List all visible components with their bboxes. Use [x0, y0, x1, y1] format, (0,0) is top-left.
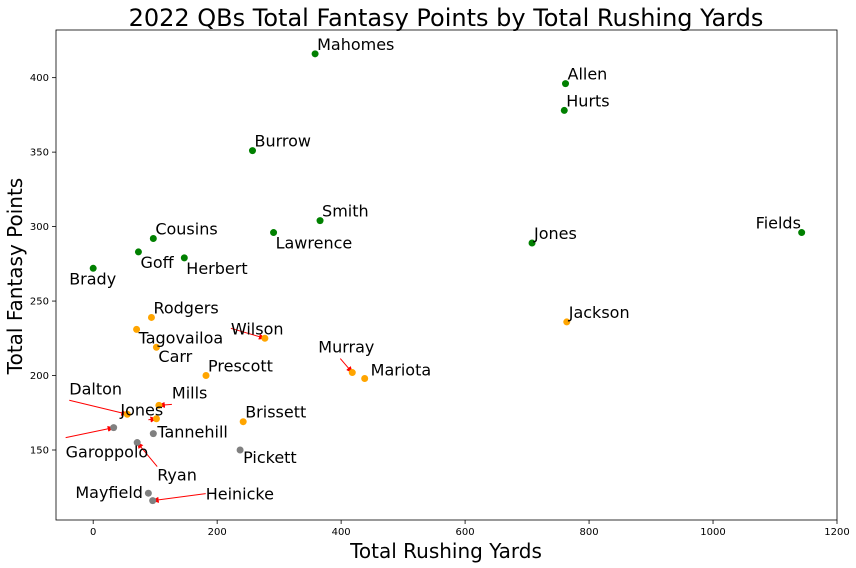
point-label: Wilson — [231, 319, 284, 338]
point-label: Rodgers — [153, 298, 218, 317]
point-label: Herbert — [186, 259, 247, 278]
x-axis-title: Total Rushing Yards — [349, 539, 542, 563]
data-point — [236, 446, 244, 454]
chart-title: 2022 QBs Total Fantasy Points by Total R… — [129, 4, 764, 32]
data-point — [180, 254, 188, 262]
data-point — [149, 235, 157, 243]
data-point — [248, 147, 256, 155]
data-point — [563, 318, 571, 326]
x-tick-label: 1000 — [700, 527, 725, 538]
y-tick-label: 400 — [30, 73, 49, 84]
x-tick-label: 0 — [90, 527, 96, 538]
point-label: Brissett — [245, 403, 306, 422]
data-point — [149, 430, 157, 438]
data-point — [155, 401, 163, 409]
point-label: Hurts — [566, 91, 609, 110]
point-label: Carr — [158, 347, 192, 366]
data-point — [270, 229, 278, 237]
data-point — [133, 439, 141, 447]
data-point — [562, 80, 570, 88]
annotation-arrow — [69, 399, 129, 416]
annotation-arrow — [136, 441, 158, 467]
point-label: Jones — [119, 401, 163, 420]
point-label: Allen — [568, 65, 608, 84]
point-label: Tannehill — [156, 423, 228, 442]
point-label: Mills — [172, 383, 207, 402]
data-point — [133, 325, 141, 333]
data-point — [147, 313, 155, 321]
data-point — [560, 106, 568, 114]
point-label: Pickett — [243, 448, 297, 467]
data-point — [134, 248, 142, 256]
plot-area: 0 200 400 600 800 1000 1200 150 200 250 300 350 400 M… — [30, 29, 850, 538]
annotation-arrow — [230, 327, 266, 340]
point-label: Mahomes — [317, 35, 394, 54]
x-tick-label: 600 — [456, 527, 475, 538]
annotation-arrow — [151, 493, 206, 503]
point-label: Murray — [318, 338, 374, 357]
x-tick-label: 1200 — [824, 527, 849, 538]
plot-frame — [55, 29, 838, 521]
data-point — [202, 372, 210, 380]
y-tick-label: 150 — [30, 446, 49, 457]
point-label: Ryan — [157, 466, 197, 485]
point-label: Garoppolo — [66, 443, 149, 462]
point-label: Jackson — [568, 303, 630, 322]
y-tick-label: 250 — [30, 297, 49, 308]
point-label: Dalton — [69, 379, 122, 398]
data-point — [89, 264, 97, 272]
data-point — [110, 424, 118, 432]
point-label: Mariota — [371, 361, 432, 380]
data-point — [348, 369, 356, 377]
data-point — [239, 418, 247, 426]
point-label: Brady — [69, 269, 116, 288]
point-label: Heinicke — [206, 485, 274, 504]
data-point — [798, 229, 806, 237]
data-point — [261, 334, 269, 342]
point-label: Fields — [756, 214, 801, 233]
data-point — [528, 239, 536, 247]
y-tick-label: 200 — [30, 371, 49, 382]
x-tick-label: 400 — [332, 527, 351, 538]
point-label: Lawrence — [276, 234, 353, 253]
annotation-arrow — [65, 425, 115, 439]
data-point — [144, 489, 152, 497]
data-point — [152, 343, 160, 351]
data-point — [123, 410, 131, 418]
data-point — [152, 415, 160, 423]
point-label: Prescott — [208, 357, 273, 376]
data-point — [361, 375, 369, 383]
x-tick-label: 800 — [580, 527, 599, 538]
point-label: Smith — [322, 202, 369, 221]
point-label: Cousins — [155, 220, 217, 239]
point-label: Burrow — [254, 132, 311, 151]
data-point — [311, 50, 319, 58]
y-tick-label: 350 — [30, 148, 49, 159]
point-label: Mayfield — [75, 483, 143, 502]
y-tick-label: 300 — [30, 222, 49, 233]
point-label: Tagovailoa — [138, 328, 224, 347]
data-point — [149, 497, 157, 505]
point-label: Goff — [140, 253, 174, 272]
x-tick-label: 200 — [208, 527, 227, 538]
y-axis-title: Total Fantasy Points — [3, 178, 27, 375]
data-point — [316, 217, 324, 225]
point-label: Jones — [533, 224, 577, 243]
